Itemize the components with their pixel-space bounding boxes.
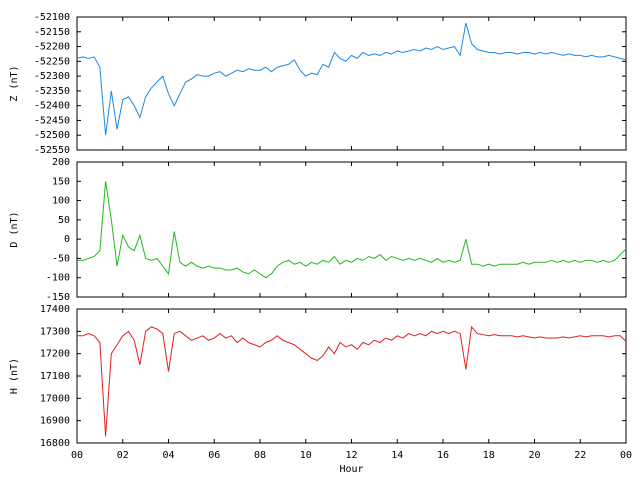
y-tick-label: 17300 (40, 326, 70, 337)
y-tick-label: -52300 (34, 71, 70, 82)
x-tick-label: 16 (437, 450, 449, 461)
x-tick-label: 00 (620, 450, 632, 461)
y-tick-label: 17000 (40, 393, 70, 404)
y-tick-label: -50 (52, 253, 70, 264)
y-axis-label: Z (nT) (9, 65, 20, 101)
x-axis-label: Hour (339, 464, 363, 475)
x-tick-label: 18 (483, 450, 495, 461)
y-tick-label: 16900 (40, 416, 70, 427)
y-tick-label: 17200 (40, 349, 70, 360)
x-tick-label: 02 (117, 450, 129, 461)
y-tick-label: -52100 (34, 12, 70, 23)
data-line (76, 22, 627, 136)
y-tick-label: 50 (58, 215, 70, 226)
y-tick-label: 0 (64, 234, 70, 245)
x-tick-label: 12 (345, 450, 357, 461)
y-tick-label: -52150 (34, 27, 70, 38)
y-axis-label: D (nT) (9, 211, 20, 247)
x-tick-label: 20 (528, 450, 540, 461)
data-line (77, 181, 627, 279)
y-tick-label: -52550 (34, 145, 70, 156)
data-line (77, 325, 627, 437)
x-tick-label: 04 (162, 450, 174, 461)
y-tick-label: -150 (46, 292, 70, 303)
x-tick-label: 08 (254, 450, 266, 461)
y-tick-label: -52350 (34, 86, 70, 97)
y-tick-label: 150 (52, 176, 70, 187)
x-tick-label: 10 (300, 450, 312, 461)
x-tick-label: 22 (574, 450, 586, 461)
y-tick-label: -52500 (34, 130, 70, 141)
y-tick-label: 17100 (40, 371, 70, 382)
y-tick-label: 100 (52, 196, 70, 207)
y-axis-label: H (nT) (9, 358, 20, 394)
y-tick-label: -52400 (34, 101, 70, 112)
y-tick-label: 17400 (40, 304, 70, 315)
y-tick-label: 16800 (40, 438, 70, 449)
plot-frame (76, 16, 627, 151)
plot-frame (76, 308, 627, 444)
plot-frame (76, 161, 627, 298)
x-tick-label: 06 (208, 450, 220, 461)
y-tick-label: -52200 (34, 42, 70, 53)
y-tick-label: 200 (52, 157, 70, 168)
y-tick-label: -52250 (34, 56, 70, 67)
y-tick-label: -52450 (34, 115, 70, 126)
x-tick-label: 14 (391, 450, 403, 461)
y-tick-label: -100 (46, 273, 70, 284)
x-tick-label: 00 (71, 450, 83, 461)
